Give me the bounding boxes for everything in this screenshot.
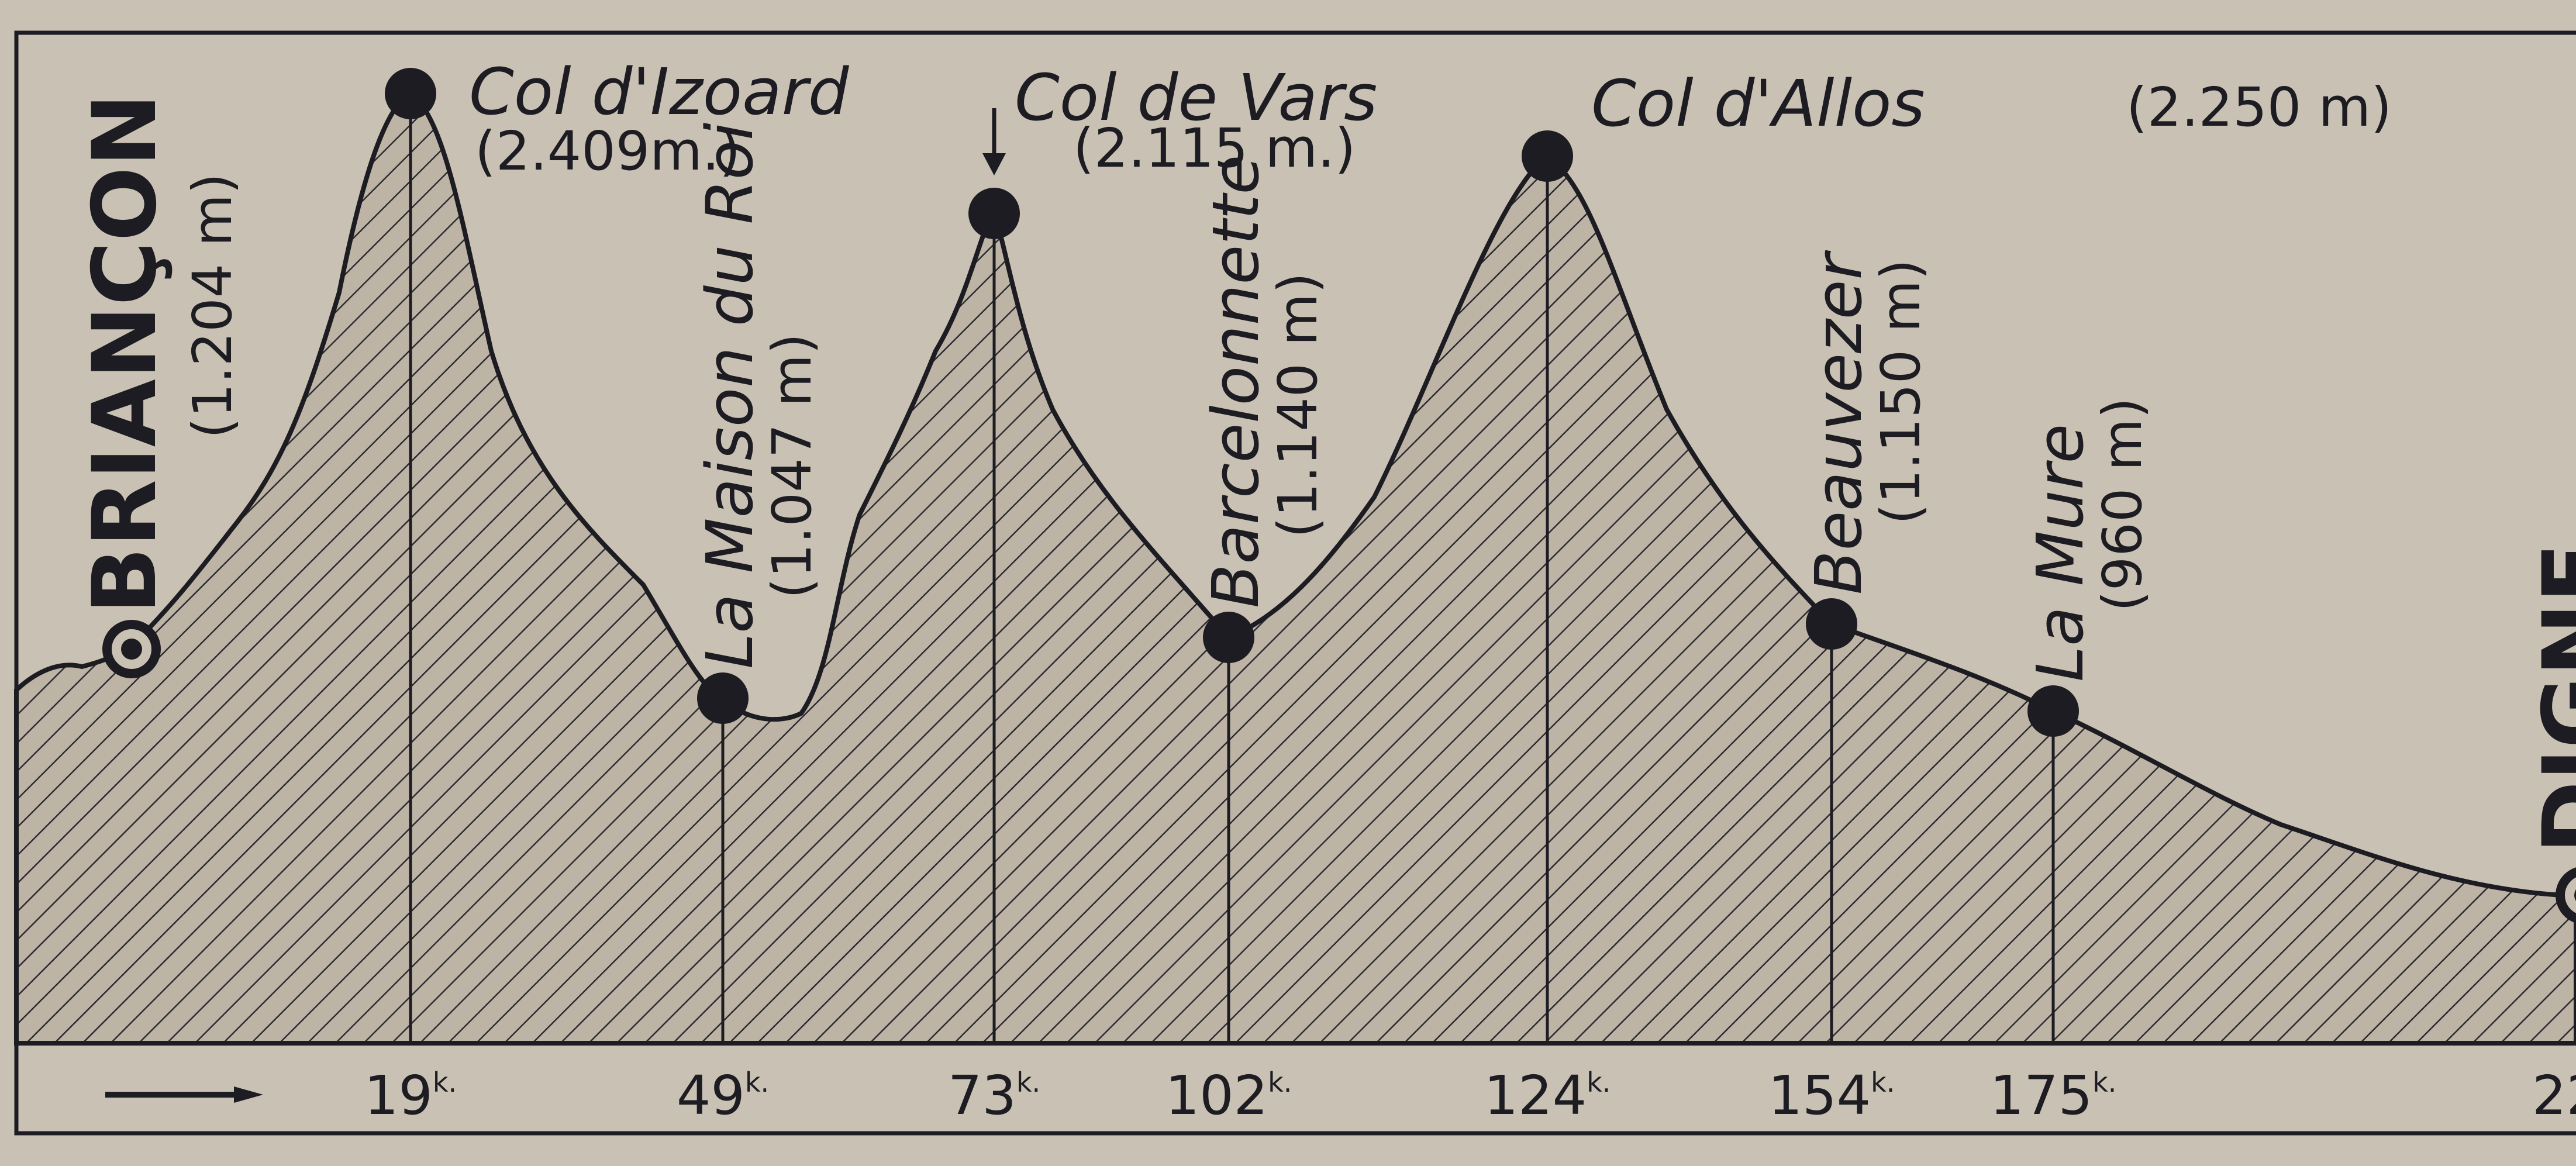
label-beauvezer: Beauvezer xyxy=(1801,250,1876,595)
point-barcelonnette xyxy=(1203,612,1254,663)
profile-area xyxy=(14,91,2576,1046)
km-label-102: 102k. xyxy=(1165,1064,1292,1127)
label-la-maison-du-roi: La Maison du Roi xyxy=(692,122,767,669)
km-label-19: 19k. xyxy=(364,1064,457,1127)
elevation-col-de-vars: (2.115 m.) xyxy=(1073,117,1356,180)
frame-border xyxy=(14,30,2576,1136)
label-col-de-vars: Col de Vars xyxy=(1015,60,1377,135)
elevation-col-d-allos: (2.250 m) xyxy=(2126,76,2392,139)
km-label-73: 73k. xyxy=(948,1064,1040,1127)
end-marker-icon xyxy=(2556,867,2576,923)
arrow-right-icon xyxy=(105,1086,263,1103)
label-barcelonnette: Barcelonnette xyxy=(1198,155,1273,608)
elevation-barcelonnette: (1.140 m) xyxy=(1267,272,1329,538)
point-col-d-izoard xyxy=(385,68,436,119)
point-col-d-allos xyxy=(1522,130,1573,182)
arrow-down-icon xyxy=(982,108,1006,175)
start-marker-icon xyxy=(102,620,161,678)
km-label-124: 124k. xyxy=(1484,1064,1611,1127)
label-la-mure: La Mure xyxy=(2023,424,2098,682)
label-col-d-allos: Col d'Allos xyxy=(1591,66,1925,141)
point-la-mure xyxy=(2027,685,2079,737)
point-la-maison-du-roi xyxy=(697,672,749,724)
km-label-154: 154k. xyxy=(1768,1064,1895,1127)
point-col-de-vars xyxy=(968,188,1020,239)
km-label-175: 175k. xyxy=(1990,1064,2117,1127)
start-town-name: BRIANÇON xyxy=(74,94,176,614)
elevation-la-maison-du-roi: (1.047 m) xyxy=(761,333,823,599)
end-town-name: DIGNE xyxy=(2525,543,2576,854)
elevation-col-d-izoard: (2.409m.) xyxy=(475,120,740,182)
km-label-49: 49k. xyxy=(677,1064,769,1127)
start-elevation: (1.204 m) xyxy=(181,173,244,439)
km-label-end: 22 xyxy=(2532,1064,2576,1127)
elevation-beauvezer: (1.150 m) xyxy=(1870,259,1932,525)
elevation-la-mure: (960 m) xyxy=(2091,398,2154,612)
point-beauvezer xyxy=(1806,598,1857,650)
label-col-d-izoard: Col d'Izoard xyxy=(469,54,850,129)
